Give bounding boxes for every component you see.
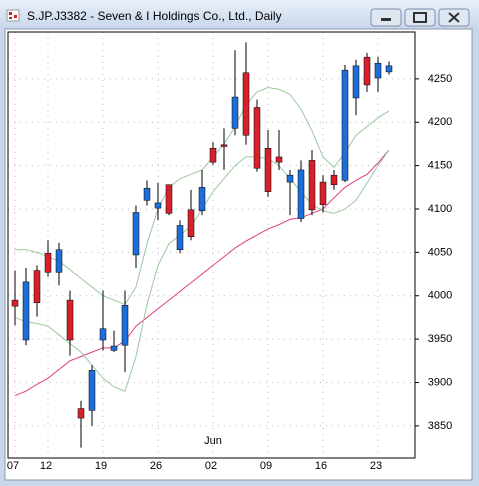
y-tick-label: 4050 [428,246,452,258]
x-tick-label: 16 [315,460,327,472]
candle-body [55,249,63,273]
candle-body [242,72,250,136]
candle-body [88,370,96,411]
candle-body [308,160,316,211]
candle-body [33,270,41,303]
month-label: Jun [204,435,222,447]
candle-body [11,299,19,307]
candle-body [297,169,305,219]
candle-body [99,328,107,341]
app-icon [6,9,20,22]
candle-body [231,96,239,129]
x-tick-label: 19 [95,460,107,472]
window-title: S.JP.J3382 - Seven & I Holdings Co., Ltd… [27,9,282,23]
candle-body [198,187,206,211]
candle-body [330,174,338,185]
y-tick-label: 4000 [428,290,452,302]
candle-body [77,408,85,419]
candle-body [44,252,52,273]
candle-body [275,156,283,163]
candle-body [66,299,74,341]
x-tick-label: 23 [370,460,382,472]
y-tick-label: 4150 [428,160,452,172]
y-tick-label: 3850 [428,420,452,432]
candle-body [264,148,272,192]
indicator-line [14,149,390,396]
candle-body [220,144,228,147]
candle-body [319,181,327,205]
indicator-line [15,87,390,306]
candle-body [253,107,261,169]
candle-body [154,202,162,209]
candle-body [352,65,360,99]
x-tick-label: 07 [7,460,19,472]
candle-body [209,148,217,163]
candle-body [110,345,118,351]
plot: 3850 3900 3950 4000 4050 4100 4150 4200 4250 07 12… [7,32,452,472]
candle-body [121,305,129,346]
y-tick-label: 4200 [428,116,452,128]
x-tick-label: 12 [40,460,52,472]
close-button[interactable] [438,8,470,27]
maximize-button[interactable] [404,8,436,27]
candle-body [374,62,382,79]
y-tick-label: 3900 [428,376,452,388]
candle-body [341,69,349,181]
candle-body [165,184,173,214]
candle-body [22,281,30,341]
plot-frame [7,31,416,459]
candle-body [143,187,151,201]
candle-body [385,65,393,73]
candle-body [187,209,195,238]
client-area [4,28,473,481]
y-tick-label: 4250 [428,73,452,85]
x-tick-label: 26 [150,460,162,472]
minimize-button[interactable] [370,8,402,27]
x-tick-label: 09 [260,460,272,472]
candle-body [132,212,140,256]
x-tick-label: 02 [205,460,217,472]
y-tick-label: 4100 [428,203,452,215]
candle-body [176,225,184,251]
candle-body [363,56,371,86]
candle-body [286,174,294,183]
y-tick-label: 3950 [428,333,452,345]
